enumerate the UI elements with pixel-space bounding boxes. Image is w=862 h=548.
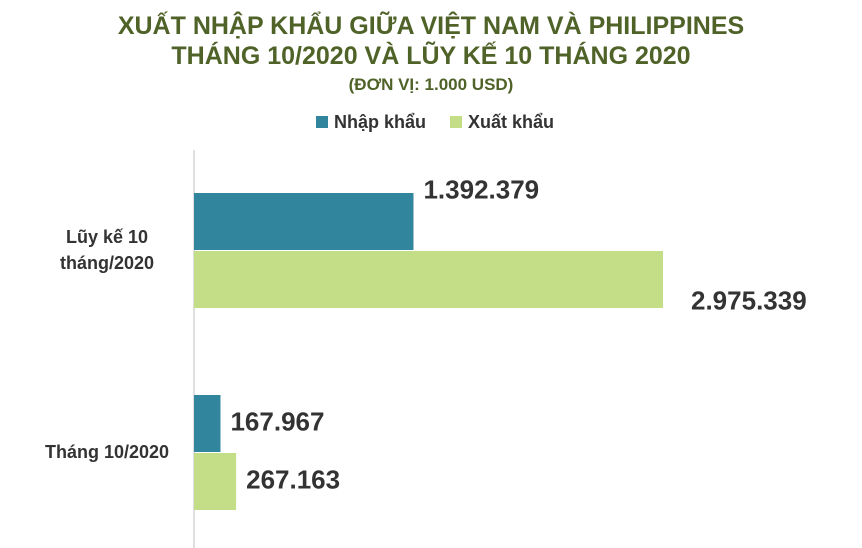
chart-subtitle: (ĐƠN VỊ: 1.000 USD)	[348, 75, 514, 94]
legend-swatch	[450, 116, 463, 128]
category-label: Lũy kế 10 tháng/2020	[59, 227, 155, 273]
chart-title: XUẤT NHẬP KHẨU GIỮA VIỆT NAM VÀ PHILIPPI…	[117, 12, 745, 40]
category-label: Tháng 10/2020	[44, 442, 170, 462]
value-label: 2.975.339	[691, 285, 807, 315]
value-label: 267.163	[246, 464, 340, 494]
value-label: 167.967	[230, 406, 324, 436]
bar	[194, 251, 663, 308]
bar	[194, 193, 414, 250]
legend-swatch	[316, 116, 328, 128]
legend-label: Nhập khẩu	[334, 112, 426, 132]
legend-label: Xuất khẩu	[468, 112, 554, 132]
bar	[194, 453, 237, 510]
value-label: 1.392.379	[423, 174, 539, 204]
chart-title: THÁNG 10/2020 VÀ LŨY KẾ 10 THÁNG 2020	[171, 42, 691, 70]
bar	[194, 395, 221, 452]
